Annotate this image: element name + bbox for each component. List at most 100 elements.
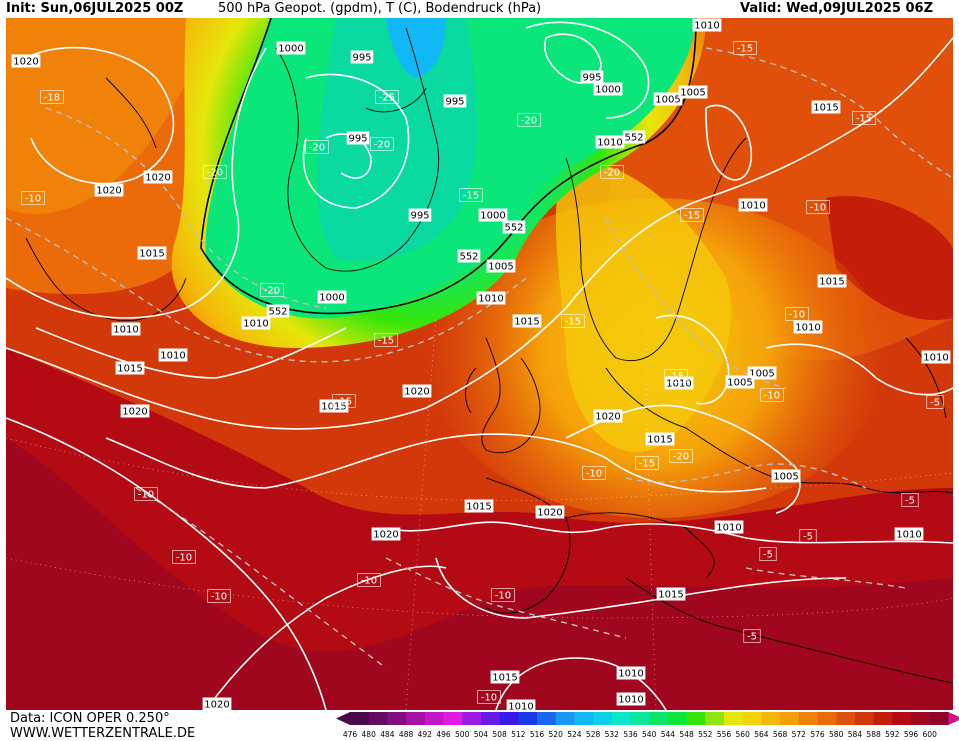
temperature-label: -10 [357,573,381,587]
website-credit: WWW.WETTERZENTRALE.DE [10,726,196,741]
legend-swatch [424,712,444,725]
legend-swatches [336,712,959,725]
temperature-label: -10 [785,307,809,321]
temperature-label: -20 [517,113,541,127]
legend-tick-label: 580 [829,730,844,739]
temperature-label-text: -5 [747,632,757,643]
pressure-label: 1020 [11,54,41,68]
pressure-label: 1000 [317,290,347,304]
temperature-label: -20 [370,137,394,151]
pressure-label: 1015 [512,314,542,328]
temperature-label-text: -10 [789,310,805,321]
pressure-label: 995 [350,50,374,64]
temperature-label-text: -15 [336,397,352,408]
pressure-label-text: 1000 [278,44,303,55]
legend-arrow-left [336,712,350,725]
temperature-label-text: -10 [138,490,154,501]
pressure-label: 1010 [921,350,951,364]
legend-tick-label: 516 [530,730,545,739]
legend-swatch [649,712,669,725]
header-bar: Init: Sun,06JUL2025 00Z 500 hPa Geopot. … [0,0,959,18]
legend-tick-label: 556 [717,730,732,739]
pressure-label: 1010 [738,198,768,212]
pressure-label-text: 1010 [478,294,503,305]
pressure-label-text: 1010 [508,702,533,711]
pressure-label-text: 1015 [321,402,346,413]
pressure-label-text: 1015 [117,364,142,375]
pressure-label: 1015 [645,432,675,446]
legend-tick-label: 476 [343,730,358,739]
pressure-label-text: 995 [352,53,371,64]
pressure-label-text: 1020 [204,700,229,711]
pressure-label-text: 1010 [740,201,765,212]
isotherms [6,47,953,669]
pressure-label: 1010 [506,699,536,711]
temperature-label-text: -10 [495,591,511,602]
temperature-label: -10 [21,191,45,205]
temperature-label: -15 [680,208,704,222]
temperature-label: -5 [901,493,919,507]
temperature-label: -10 [491,588,515,602]
temperature-label: -15 [852,111,876,125]
legend-swatch [443,712,463,725]
temperature-label-text: -15 [668,372,684,383]
legend-swatch [836,712,856,725]
temperature-label-text: -15 [737,44,753,55]
legend-tick-label: 588 [866,730,881,739]
hot-field [6,438,953,710]
legend-tick-label: 500 [455,730,470,739]
legend-tick-label: 492 [418,730,433,739]
legend-swatch [929,712,949,725]
graticule [6,317,953,710]
legend-swatch [518,712,538,725]
pressure-label: 1015 [319,399,349,413]
pressure-label-text: 1015 [813,103,838,114]
geopotential-label: 552 [622,130,646,144]
pressure-label: 1010 [111,322,141,336]
pressure-label-text: 1010 [666,379,691,390]
temperature-label: -20 [669,449,693,463]
init-time: Init: Sun,06JUL2025 00Z [6,1,184,16]
trough-deep [386,18,446,78]
geopotential-label-text: 552 [268,307,287,318]
pressure-label: 1005 [653,92,683,106]
temperature-label-text: -20 [673,452,689,463]
temperature-label-text: -20 [604,168,620,179]
temperature-label: -10 [172,550,196,564]
legend-tick-label: 524 [567,730,582,739]
legend-swatch [911,712,931,725]
legend-tick-label: 484 [380,730,395,739]
pressure-label: 1005 [678,85,708,99]
legend-swatch [537,712,557,725]
pressure-label: 1005 [771,469,801,483]
pressure-label: 1020 [593,409,623,423]
color-legend: 476 480 484 488 492 496 500 504 508 512 516 520 524 5… [336,712,959,739]
temperature-label-text: -18 [44,93,60,104]
legend-swatch [499,712,519,725]
temperature-label-text: -25 [379,93,395,104]
legend-tick-label: 592 [885,730,900,739]
pressure-label-text: 1015 [466,502,491,513]
data-source: Data: ICON OPER 0.250° [10,711,170,726]
legend-tick-label: 480 [362,730,377,739]
pressure-label: 1020 [120,404,150,418]
pressure-label: 1005 [725,375,755,389]
temperature-label: -5 [743,629,761,643]
pressure-label-text: 1005 [727,378,752,389]
legend-tick-label: 560 [736,730,751,739]
pressure-label-text: 1015 [492,673,517,684]
pressure-label-text: 1000 [595,85,620,96]
legend-tick-label: 528 [586,730,601,739]
temperature-label-text: -15 [639,459,655,470]
temperature-label: -20 [305,140,329,154]
legend-tick-label: 564 [754,730,769,739]
temperature-label-text: -15 [856,114,872,125]
temperature-label: -10 [477,690,501,704]
legend-tick-label: 544 [661,730,676,739]
pressure-label-text: 1020 [404,387,429,398]
legend-tick-label: 572 [792,730,807,739]
pressure-label: 1015 [811,100,841,114]
pressure-label: 1020 [371,527,401,541]
temperature-label-text: -10 [810,203,826,214]
temperature-label: -15 [459,188,483,202]
